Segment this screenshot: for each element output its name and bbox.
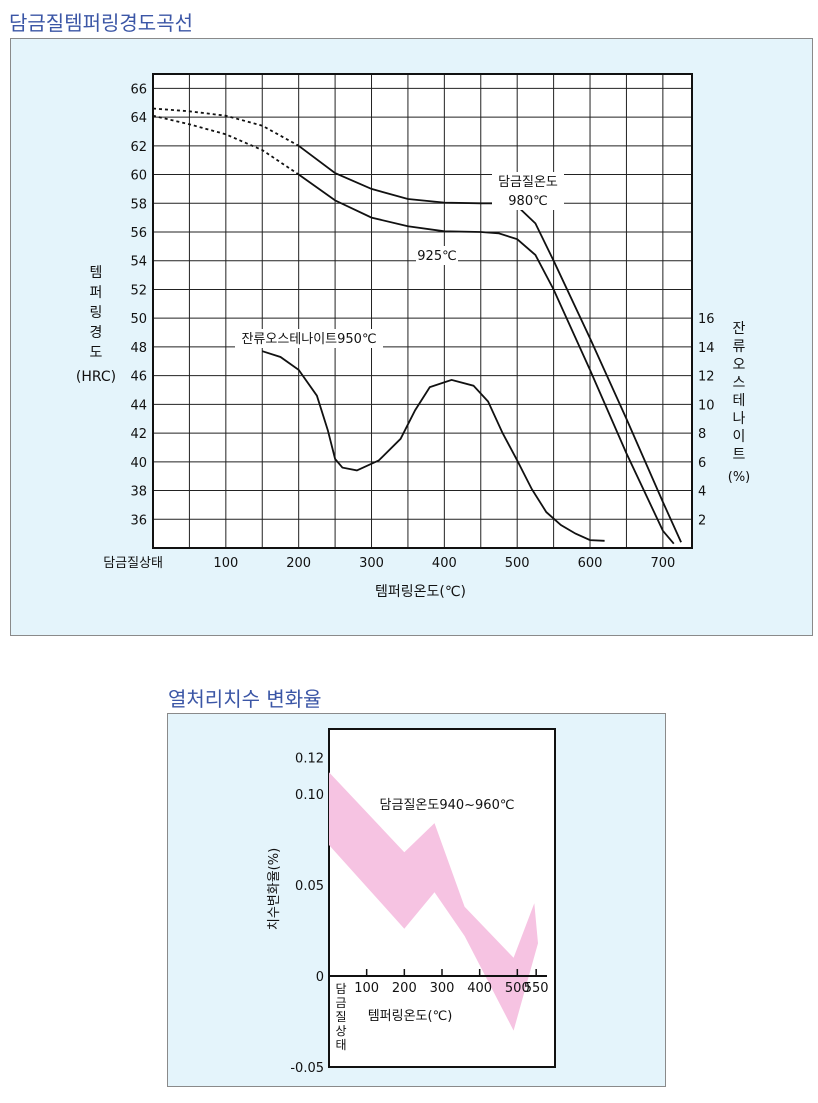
x-tick-label: 400	[432, 556, 457, 571]
y-axis-label-char: 경	[90, 325, 103, 341]
x-tick-label: 300	[430, 981, 455, 996]
y-tick-label: 36	[130, 513, 147, 528]
x-tick-label: 700	[650, 556, 675, 571]
series-label-bg	[235, 329, 383, 348]
series-line-dashed-0	[152, 107, 300, 147]
y-axis-label-char: 퍼	[90, 285, 103, 301]
y-tick-label: 0.10	[295, 788, 324, 803]
x-axis-label: 템퍼링온도(℃)	[368, 1009, 453, 1024]
y-tick-label: 38	[130, 485, 147, 500]
y-tick-label: 0	[316, 970, 324, 985]
y-tick-label: 54	[130, 255, 147, 270]
x-tick-label: 550	[524, 981, 549, 996]
plot-area	[153, 74, 692, 548]
y-tick-label: 46	[130, 370, 147, 385]
y2-axis-label-char: 스	[733, 375, 746, 391]
series-label-0: 980℃	[508, 194, 547, 209]
x0-label-char: 태	[335, 1038, 346, 1052]
x0-label-char: 담	[335, 982, 346, 996]
series-label-2: 잔류오스테나이트950℃	[241, 332, 376, 347]
x-tick-label: 100	[354, 981, 379, 996]
x0-label-char: 질	[335, 1010, 346, 1024]
y-tick-label: 56	[130, 226, 147, 241]
y-tick-label: 44	[130, 398, 147, 413]
y2-axis-label-char: 류	[733, 339, 746, 355]
chart1-title: 담금질템퍼링경도곡선	[9, 11, 193, 35]
y-tick-label: 0.05	[295, 879, 324, 894]
annotation-quench-temp: 담금질온도940~960℃	[380, 798, 515, 813]
y2-tick-label: 10	[698, 398, 715, 413]
x-axis-label: 템퍼링온도(℃)	[375, 584, 466, 600]
x0-label-char: 상	[335, 1024, 346, 1038]
y-tick-label: 50	[130, 312, 147, 327]
y-tick-label: 58	[130, 197, 147, 212]
x-tick-label: 600	[578, 556, 603, 571]
y-axis-label-char: 도	[90, 345, 103, 361]
y2-tick-label: 6	[698, 456, 706, 471]
y2-tick-label: 2	[698, 513, 706, 528]
y-axis-label-char: 링	[90, 305, 103, 321]
y-tick-label: 52	[130, 283, 147, 298]
y2-axis-label-char: 나	[733, 411, 746, 427]
y2-axis-label-char: 오	[733, 357, 746, 373]
y-tick-label: 40	[130, 456, 147, 471]
y2-axis-label-char: 이	[733, 429, 746, 445]
series-label-1: 925℃	[417, 249, 456, 264]
x-tick-label: 200	[392, 981, 417, 996]
x-tick-label: 200	[286, 556, 311, 571]
y2-tick-label: 8	[698, 427, 706, 442]
y2-tick-label: 4	[698, 485, 706, 500]
y2-tick-label: 12	[698, 370, 715, 385]
x-tick-label: 100	[213, 556, 238, 571]
y-axis-label-char: 템	[90, 265, 103, 281]
x-tick-label: 500	[505, 981, 530, 996]
series-line-2	[262, 350, 605, 542]
y-tick-label: 48	[130, 341, 147, 356]
series-line-dashed-1	[152, 114, 300, 176]
y-tick-label: -0.05	[290, 1061, 324, 1076]
y2-axis-label-char: 테	[733, 393, 746, 409]
y2-tick-label: 16	[698, 312, 715, 327]
y-tick-label: 66	[130, 82, 147, 97]
x-tick-label: 300	[359, 556, 384, 571]
x-tick-label: 400	[467, 981, 492, 996]
series-label-bg	[416, 246, 458, 265]
y-axis-label: 치수변화율(%)	[267, 848, 282, 930]
series-line-1	[298, 173, 675, 545]
y2-axis-label-char: 잔	[733, 321, 746, 337]
y-tick-label: 62	[130, 140, 147, 155]
series-label-0: 담금질온도	[498, 175, 558, 190]
y-tick-label: 60	[130, 169, 147, 184]
y2-tick-label: 14	[698, 341, 715, 356]
y2-axis-label-char: 트	[733, 447, 746, 463]
y-tick-label: 64	[130, 111, 147, 126]
tempering-hardness-chart: 3638404244464850525456586062646624681012…	[76, 73, 751, 600]
y-tick-label: 0.12	[295, 752, 324, 767]
x0-label-char: 금	[335, 996, 346, 1010]
plot-frame	[152, 73, 693, 549]
dimension-change-band	[329, 772, 538, 1031]
y-axis-label-char: (HRC)	[76, 369, 116, 385]
x-tick-label: 담금질상태	[103, 556, 163, 571]
y-tick-label: 42	[130, 427, 147, 442]
x-tick-label: 500	[505, 556, 530, 571]
y2-axis-label-char: (%)	[728, 470, 751, 485]
chart2-title: 열처리치수 변화율	[168, 687, 322, 711]
series-label-bg	[492, 172, 564, 210]
